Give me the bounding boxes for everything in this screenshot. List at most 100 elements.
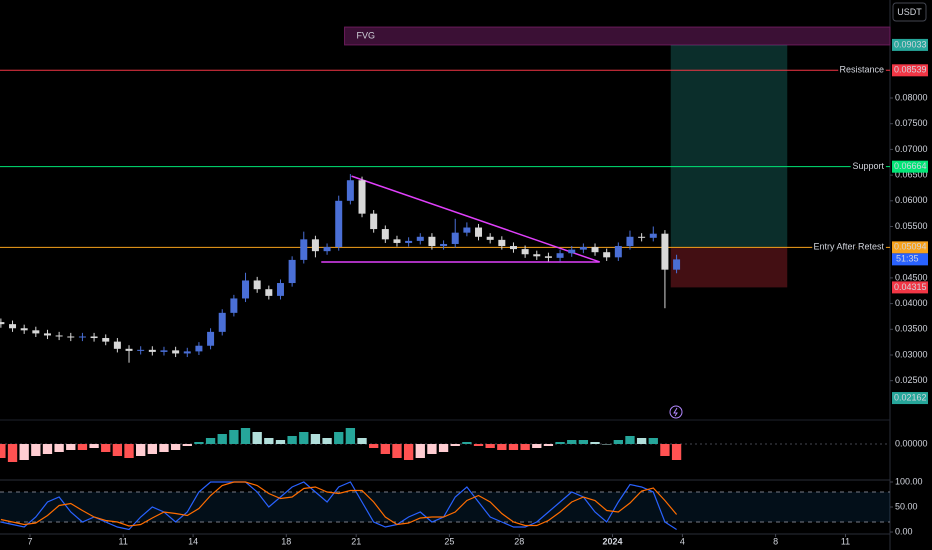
- macd-bar: [648, 438, 658, 444]
- candle-body: [20, 328, 28, 331]
- candle-body: [358, 180, 366, 214]
- macd-bar: [31, 444, 41, 456]
- macd-bar: [7, 444, 18, 462]
- fvg-zone: [344, 26, 891, 46]
- extra-axis-label: 0.02162: [894, 392, 927, 402]
- candle-body: [265, 289, 273, 296]
- macd-bar: [205, 438, 216, 444]
- candle-body: [603, 252, 611, 258]
- macd-bar: [0, 444, 6, 458]
- macd-bar: [77, 444, 88, 450]
- level-axis-label: 0.08539: [894, 65, 927, 75]
- candle-body: [160, 350, 168, 352]
- macd-bar: [287, 436, 297, 444]
- candle-body: [428, 236, 436, 247]
- candle-body: [311, 239, 319, 252]
- macd-bar: [252, 432, 262, 444]
- stoch-tick-label: 100.00: [895, 476, 923, 486]
- macd-bar: [508, 444, 519, 450]
- macd-bar: [520, 444, 530, 450]
- macd-bar: [380, 444, 390, 454]
- macd-bar: [182, 444, 192, 446]
- macd-bar: [567, 440, 577, 444]
- macd-bar: [89, 444, 99, 448]
- currency-button[interactable]: [892, 2, 927, 22]
- macd-bar: [159, 444, 169, 452]
- macd-bar: [369, 444, 379, 448]
- macd-bar: [392, 444, 402, 458]
- y-tick-label: 0.06500: [895, 169, 928, 179]
- macd-bar: [462, 442, 472, 444]
- macd-bar: [578, 440, 589, 444]
- y-tick-label: 0.03500: [895, 324, 928, 334]
- y-tick-label: 0.03000: [895, 349, 928, 359]
- macd-bar: [497, 444, 507, 450]
- candle-body: [416, 236, 424, 241]
- x-tick-label: 11: [119, 536, 128, 546]
- y-tick-label: 0.05500: [895, 221, 928, 231]
- macd-bar: [345, 428, 356, 444]
- stop-zone: [670, 247, 788, 288]
- x-tick-label: 4: [680, 536, 685, 546]
- macd-bar: [217, 434, 227, 444]
- macd-bar: [543, 444, 554, 446]
- candle-body: [591, 247, 599, 253]
- fvg-axis-label: 0.09033: [894, 39, 927, 49]
- macd-bar: [427, 444, 437, 454]
- stoch-tick-label: 0.00: [895, 526, 913, 536]
- candle-body: [172, 350, 180, 354]
- x-tick-label: 2024: [602, 536, 622, 546]
- extra-axis-box: [892, 392, 928, 405]
- candle-body: [486, 236, 494, 240]
- fvg-axis-box: [892, 38, 928, 51]
- alert-icon[interactable]: [669, 405, 683, 419]
- y-tick-label: 0.08000: [895, 92, 928, 102]
- macd-bar: [136, 444, 146, 456]
- currency[interactable]: USDT: [897, 7, 922, 17]
- candle-body: [300, 239, 308, 260]
- candle-body: [32, 330, 40, 334]
- x-tick-label: 25: [444, 536, 454, 546]
- level-name: Resistance: [839, 65, 884, 75]
- macd-bar: [101, 444, 111, 452]
- candle-body: [113, 341, 121, 349]
- x-tick-label: 21: [351, 536, 361, 546]
- macd-bar: [602, 444, 612, 445]
- candle-body: [370, 213, 378, 230]
- candle-body: [463, 227, 471, 233]
- candle-body: [288, 259, 296, 284]
- macd-bar: [112, 444, 123, 456]
- candle-body: [102, 338, 110, 342]
- candle-body: [475, 227, 483, 237]
- candle-body: [440, 243, 448, 247]
- macd-bar: [334, 432, 344, 444]
- macd-bar: [54, 444, 64, 452]
- macd-bar: [357, 438, 367, 444]
- y-tick-label: 0.06000: [895, 195, 928, 205]
- x-tick-label: 7: [27, 536, 32, 546]
- stoch-k-line: [0, 481, 677, 531]
- candle-body: [195, 345, 203, 352]
- alert-bolt: [673, 407, 678, 417]
- y-tick-label: 0.07000: [895, 144, 928, 154]
- candle-body: [579, 247, 587, 250]
- countdown: 51:35: [896, 254, 919, 264]
- macd-bar: [229, 430, 239, 444]
- macd-bar: [42, 444, 53, 454]
- macd-bar: [194, 442, 204, 444]
- candle-body: [673, 259, 681, 270]
- macd-bar: [625, 436, 635, 444]
- stop-axis-box: [892, 281, 928, 294]
- candle-body: [568, 249, 576, 254]
- candle-body: [148, 349, 156, 352]
- macd-bar: [264, 438, 274, 444]
- candle-body: [346, 180, 354, 201]
- level-name: Support: [852, 161, 884, 171]
- candle-body: [43, 333, 51, 336]
- candle-body: [323, 247, 331, 252]
- candle-body: [638, 236, 646, 238]
- x-tick-label: 8: [773, 536, 778, 546]
- candle-body: [137, 349, 145, 351]
- candle-body: [381, 229, 389, 240]
